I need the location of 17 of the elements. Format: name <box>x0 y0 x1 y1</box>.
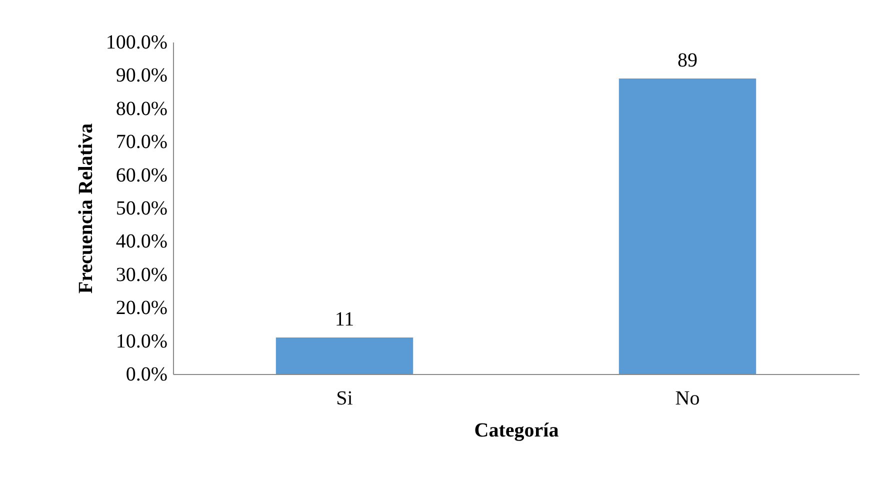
y-tick-label: 90.0% <box>116 64 168 87</box>
y-axis-title: Frecuencia Relativa <box>74 123 97 294</box>
y-tick-label: 10.0% <box>116 330 168 352</box>
y-tick-label: 100.0% <box>106 32 168 54</box>
data-label: 11 <box>334 308 354 330</box>
y-tick-label: 50.0% <box>116 198 168 220</box>
y-tick-label: 30.0% <box>116 264 168 286</box>
y-tick-label: 60.0% <box>116 164 168 186</box>
x-tick-label: Si <box>336 388 354 410</box>
y-tick-label: 70.0% <box>116 131 168 154</box>
y-tick-label: 40.0% <box>116 230 168 253</box>
x-tick-label: No <box>675 388 700 410</box>
y-tick-label: 80.0% <box>116 98 168 120</box>
data-label: 89 <box>678 50 698 72</box>
y-tick-label: 0.0% <box>126 364 168 386</box>
x-axis-title: Categoría <box>474 420 559 442</box>
y-tick-label: 20.0% <box>116 297 168 320</box>
